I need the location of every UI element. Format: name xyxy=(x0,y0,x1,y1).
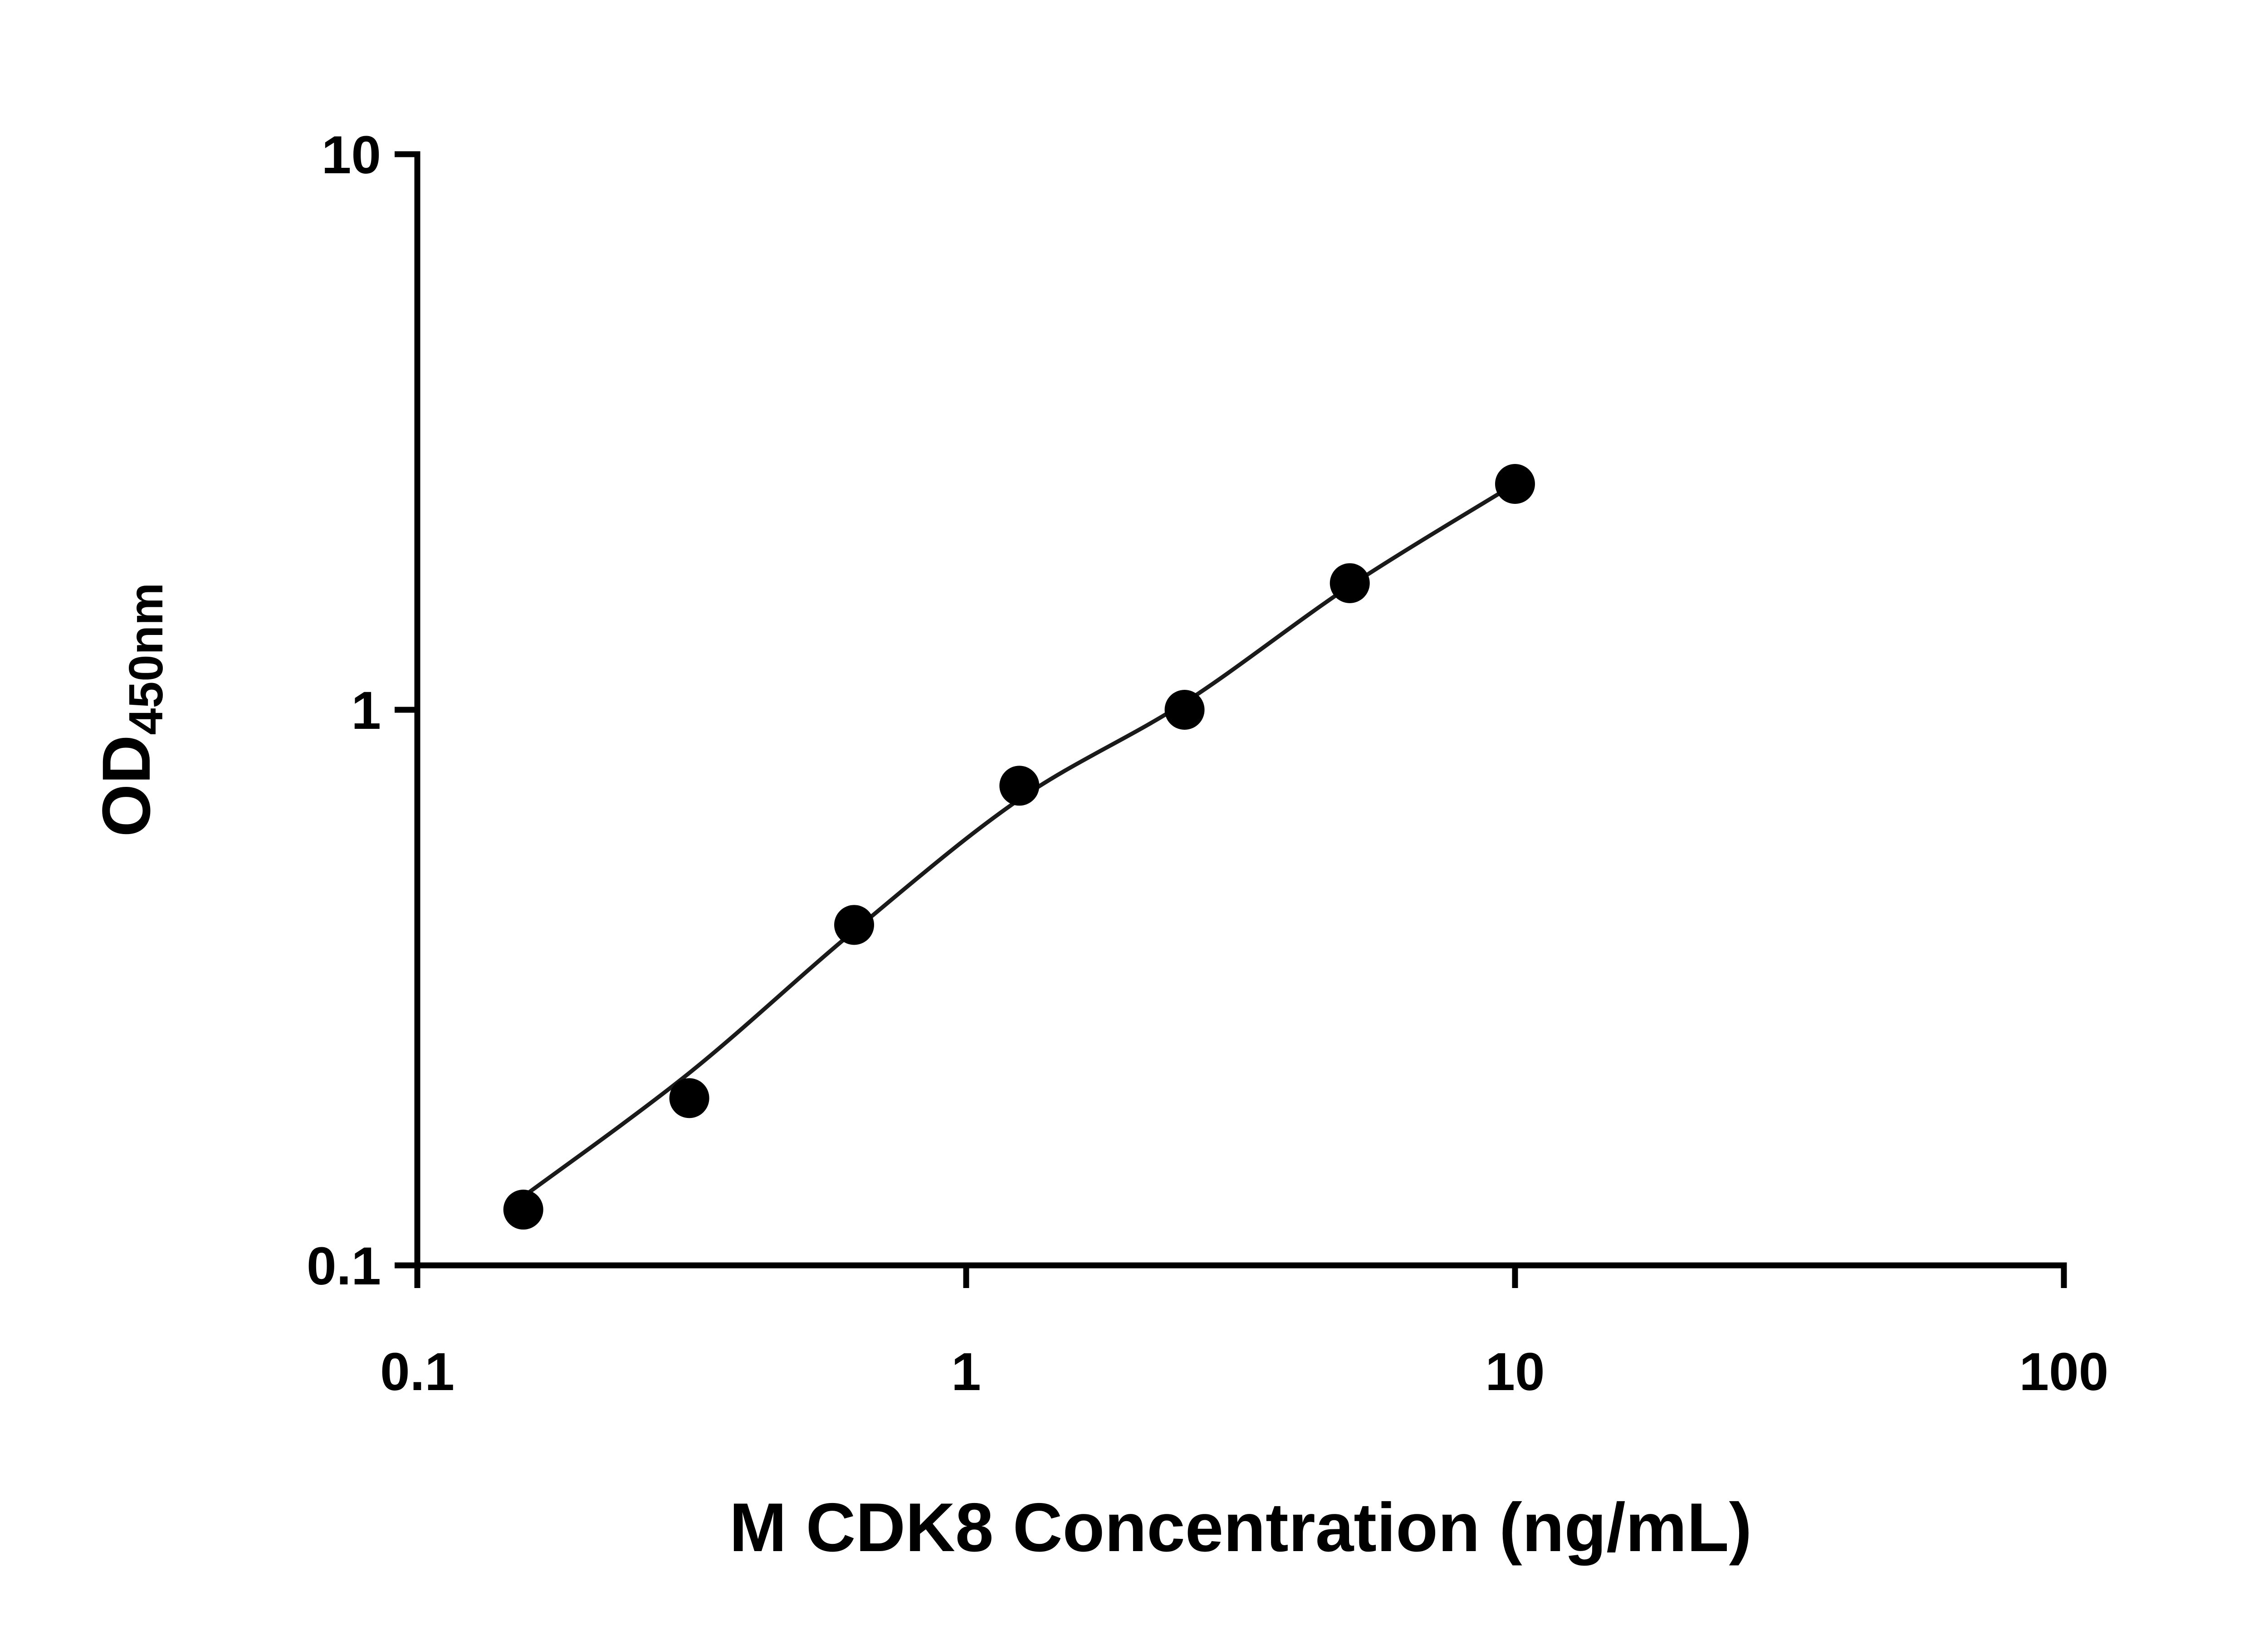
y-tick-label: 0.1 xyxy=(307,1236,381,1296)
y-axis-title: OD450nm xyxy=(88,583,173,837)
y-tick-label: 1 xyxy=(351,681,381,741)
data-point xyxy=(834,905,875,945)
data-point xyxy=(999,766,1040,806)
x-axis-title: M CDK8 Concentration (ng/mL) xyxy=(729,1489,1752,1566)
data-point xyxy=(1495,464,1535,504)
x-tick-label: 0.1 xyxy=(380,1342,455,1402)
data-point xyxy=(1330,563,1370,603)
y-tick-label: 10 xyxy=(322,125,381,185)
data-point xyxy=(503,1190,543,1230)
x-tick-label: 10 xyxy=(1485,1342,1545,1402)
axis-spine xyxy=(414,151,2067,1269)
data-point xyxy=(669,1078,709,1118)
x-tick-label: 100 xyxy=(2019,1342,2109,1402)
x-tick-label: 1 xyxy=(951,1342,981,1402)
data-point xyxy=(1164,690,1205,730)
